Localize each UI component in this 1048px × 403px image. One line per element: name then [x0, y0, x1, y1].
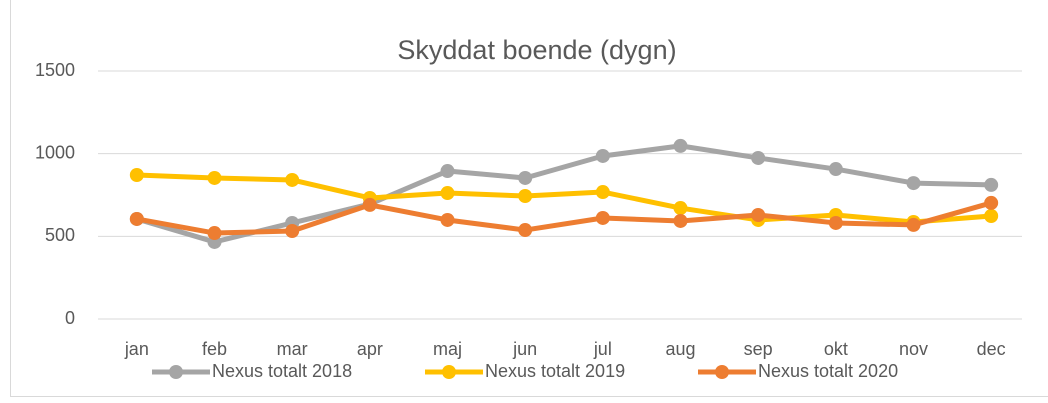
legend-label: Nexus totalt 2019: [485, 361, 625, 381]
x-tick-label: maj: [433, 339, 462, 359]
point: [440, 164, 455, 179]
point: [595, 148, 610, 163]
x-tick-label: jul: [593, 339, 612, 359]
point: [362, 197, 377, 212]
point: [207, 170, 222, 185]
x-tick-label: mar: [277, 339, 308, 359]
x-tick-label: nov: [899, 339, 928, 359]
point: [285, 172, 300, 187]
point: [984, 195, 999, 210]
point: [906, 176, 921, 191]
x-tick-label: aug: [665, 339, 695, 359]
point: [518, 188, 533, 203]
point: [751, 208, 766, 223]
x-tick-label: sep: [744, 339, 773, 359]
series-line: [134, 143, 994, 245]
point: [906, 217, 921, 232]
point: [595, 210, 610, 225]
x-tick-label: okt: [824, 339, 848, 359]
point: [673, 213, 688, 228]
point: [518, 223, 533, 238]
x-tick-label: jun: [512, 339, 537, 359]
point: [440, 186, 455, 201]
point: [595, 185, 610, 200]
legend-label: Nexus totalt 2018: [212, 361, 352, 381]
point: [518, 170, 533, 185]
point: [285, 224, 300, 239]
point: [751, 150, 766, 165]
legend-marker: [442, 365, 456, 379]
point: [129, 211, 144, 226]
series-line: [134, 172, 994, 225]
y-tick-label: 1000: [35, 142, 75, 162]
x-tick-label: dec: [977, 339, 1006, 359]
legend-marker: [169, 365, 183, 379]
y-tick-label: 0: [65, 308, 75, 328]
point: [828, 162, 843, 177]
legend-label: Nexus totalt 2020: [758, 361, 898, 381]
y-tick-label: 500: [45, 225, 75, 245]
point: [440, 212, 455, 227]
legend-marker: [715, 365, 729, 379]
point: [984, 208, 999, 223]
point: [984, 177, 999, 192]
point: [673, 138, 688, 153]
y-tick-label: 1500: [35, 60, 75, 80]
x-tick-label: apr: [357, 339, 383, 359]
point: [129, 167, 144, 182]
x-tick-label: feb: [202, 339, 227, 359]
x-tick-label: jan: [124, 339, 149, 359]
point: [828, 215, 843, 230]
chart-title: Skyddat boende (dygn): [397, 35, 676, 65]
series-line: [134, 200, 994, 236]
point: [673, 201, 688, 216]
point: [207, 226, 222, 241]
chart-border: [10, 0, 1048, 397]
